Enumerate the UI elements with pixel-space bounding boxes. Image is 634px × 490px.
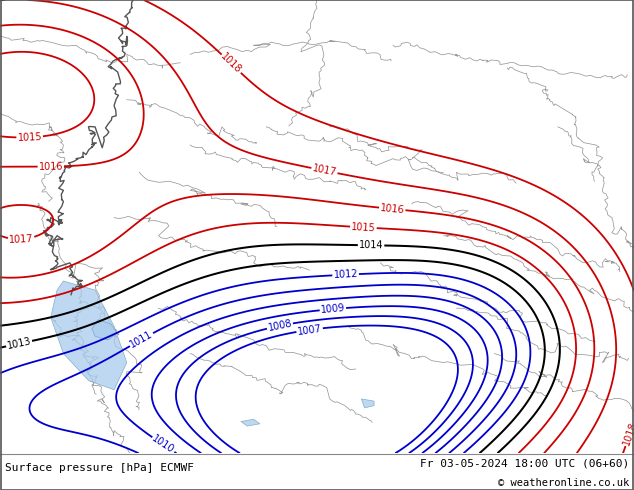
Text: 1016: 1016 (39, 161, 63, 172)
Polygon shape (92, 319, 117, 340)
Text: 1009: 1009 (320, 303, 346, 315)
Text: 1010: 1010 (150, 434, 176, 456)
Text: 1012: 1012 (333, 269, 358, 280)
Text: 1007: 1007 (297, 323, 323, 337)
Text: 1018: 1018 (219, 51, 243, 76)
Polygon shape (51, 281, 127, 390)
Text: 1016: 1016 (380, 203, 405, 215)
Text: 1017: 1017 (311, 163, 337, 178)
Text: 1014: 1014 (359, 240, 384, 250)
Text: 1017: 1017 (9, 234, 34, 245)
Text: 1013: 1013 (6, 336, 32, 351)
Text: 1011: 1011 (128, 329, 155, 350)
Polygon shape (361, 399, 374, 408)
Text: © weatheronline.co.uk: © weatheronline.co.uk (498, 478, 629, 489)
Text: 1015: 1015 (17, 132, 42, 143)
Text: 1008: 1008 (267, 318, 293, 333)
Text: 1015: 1015 (351, 221, 376, 233)
Text: 1018: 1018 (621, 420, 634, 447)
Text: Surface pressure [hPa] ECMWF: Surface pressure [hPa] ECMWF (5, 463, 194, 473)
Text: Fr 03-05-2024 18:00 UTC (06+60): Fr 03-05-2024 18:00 UTC (06+60) (420, 459, 629, 468)
Polygon shape (241, 419, 260, 426)
